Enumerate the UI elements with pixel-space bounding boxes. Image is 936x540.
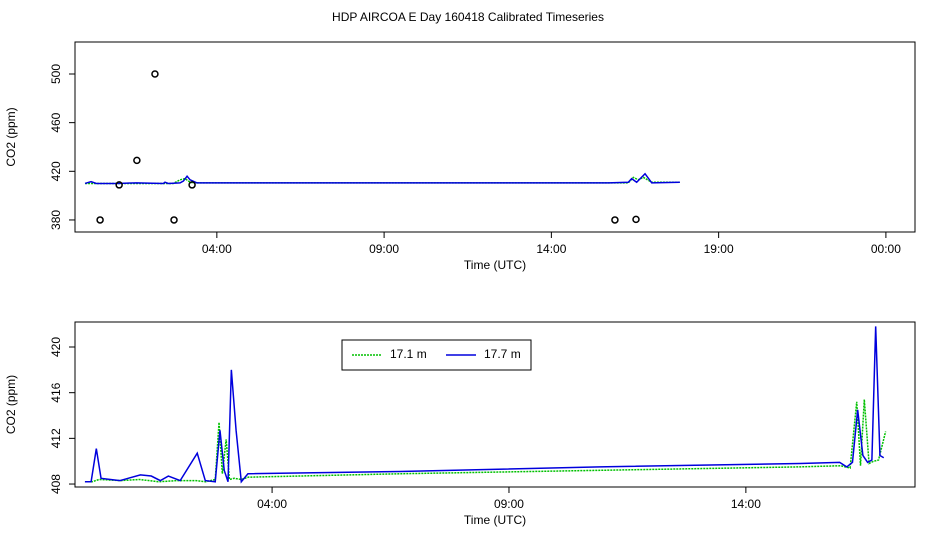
- data-point: [133, 156, 141, 165]
- data-point: [170, 216, 178, 224]
- legend-label: 17.7 m: [484, 347, 521, 361]
- y-tick-label: 420: [49, 161, 63, 181]
- y-tick-label: 408: [49, 474, 63, 494]
- y-tick-label: 460: [49, 112, 63, 132]
- data-point: [96, 216, 104, 224]
- x-tick-label: 09:00: [369, 242, 399, 256]
- x-tick-label: 19:00: [704, 242, 734, 256]
- y-tick-label: 412: [49, 428, 63, 448]
- data-point: [632, 215, 640, 224]
- x-tick-label: 14:00: [536, 242, 566, 256]
- figure-title: HDP AIRCOA E Day 160418 Calibrated Times…: [332, 10, 604, 24]
- plot-frame: [74, 321, 916, 488]
- x-tick-label: 04:00: [257, 497, 287, 511]
- y-axis-label: CO2 (ppm): [4, 375, 18, 434]
- x-tick-label: 04:00: [202, 242, 232, 256]
- x-tick-label: 14:00: [731, 497, 761, 511]
- legend-label: 17.1 m: [390, 347, 427, 361]
- y-tick-label: 416: [49, 382, 63, 402]
- series-line: [84, 399, 887, 483]
- y-axis-label: CO2 (ppm): [4, 107, 18, 166]
- data-point: [115, 181, 123, 189]
- y-tick-label: 380: [49, 210, 63, 230]
- plot-frame: [74, 41, 916, 233]
- x-tick-label: 00:00: [871, 242, 901, 256]
- data-point: [611, 216, 619, 224]
- data-point: [151, 70, 159, 78]
- y-tick-label: 420: [49, 337, 63, 357]
- series-line: [84, 326, 885, 484]
- x-axis-label: Time (UTC): [464, 258, 526, 272]
- y-tick-label: 500: [49, 64, 63, 84]
- x-axis-label: Time (UTC): [464, 513, 526, 527]
- x-tick-label: 09:00: [494, 497, 524, 511]
- data-point: [188, 181, 196, 189]
- series-line: [84, 172, 680, 185]
